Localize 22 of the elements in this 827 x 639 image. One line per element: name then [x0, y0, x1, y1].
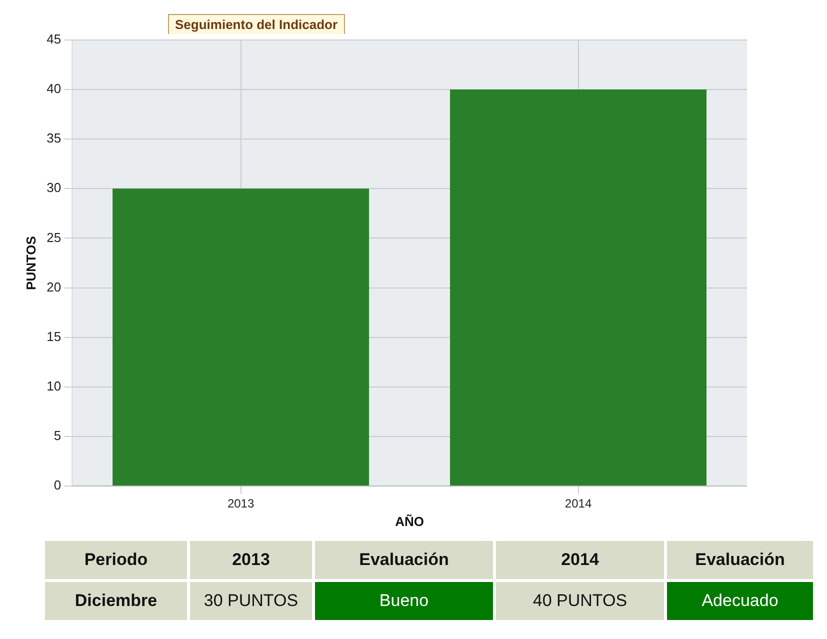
data-label: 40 PUNTOS	[496, 582, 664, 620]
y-tick-label: 15	[46, 328, 62, 344]
text: Evaluación	[315, 541, 493, 579]
text: Bueno	[315, 582, 493, 620]
y-tick-label: 35	[46, 130, 62, 146]
y-tick-label: 45	[46, 32, 62, 47]
y-tick-label: 0	[54, 478, 62, 493]
text: Adecuado	[667, 582, 813, 620]
data-label: 30 PUNTOS	[190, 582, 312, 620]
text: Evaluación	[667, 541, 813, 579]
y-tick-label: 5	[54, 428, 62, 444]
category-label: 2014	[561, 550, 599, 569]
y-tick-label: 40	[46, 81, 62, 96]
y-tick-label: 30	[46, 180, 62, 196]
text: Diciembre	[45, 582, 187, 620]
y-axis-title: PUNTOS	[23, 236, 38, 290]
x-axis-title: AÑO	[395, 514, 424, 529]
y-tick-label: 20	[46, 279, 62, 294]
y-tick-label: 25	[46, 230, 62, 245]
category-label: 2013	[232, 550, 270, 569]
y-tick-label: 10	[46, 378, 62, 394]
text: Periodo	[45, 541, 187, 579]
